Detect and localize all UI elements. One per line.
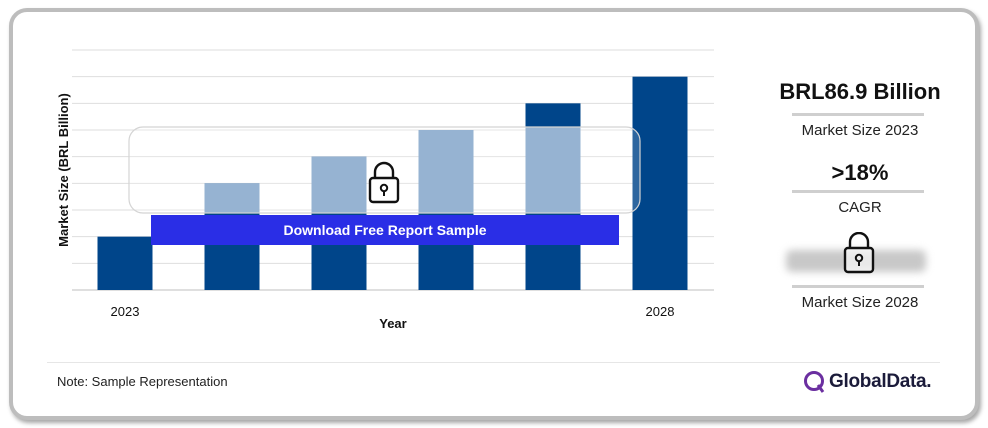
locked-region <box>128 126 641 214</box>
x-tick-label: 2023 <box>111 304 140 319</box>
bar <box>632 76 688 291</box>
kpi-market-size-value: BRL86.9 Billion <box>775 79 945 105</box>
lock-icon <box>843 232 875 274</box>
download-sample-button[interactable] <box>151 215 619 245</box>
bar-2027 <box>525 103 581 290</box>
bar-2023 <box>97 236 153 290</box>
kpi-market-size-label: Market Size 2023 <box>775 122 945 140</box>
future-market-size-label-text: Market Size 2028 <box>801 294 919 311</box>
bar <box>97 236 153 290</box>
download-sample-label[interactable]: Download Free Report Sample <box>283 222 486 238</box>
x-tick-label: 2028 <box>646 304 675 319</box>
cagr-label-text: CAGR <box>838 199 882 216</box>
market-size-value-text: BRL86.9 Billion <box>779 79 941 104</box>
bars <box>97 76 688 291</box>
sample-note: Note: Sample Representation <box>57 374 228 389</box>
bar-locked-segment <box>204 183 260 213</box>
bar-2028 <box>632 76 688 291</box>
cagr-value-text: >18% <box>831 160 889 185</box>
x-axis-title: Year <box>379 316 406 331</box>
kpi-cagr-label: CAGR <box>775 199 945 217</box>
y-axis-title: Market Size (BRL Billion) <box>56 93 71 247</box>
gridlines <box>72 49 714 291</box>
x-tick-labels: 2023 2028 <box>111 304 675 319</box>
brand-name: GlobalData. <box>829 371 932 392</box>
kpi-cagr-value: >18% <box>775 160 945 186</box>
lock-icon <box>368 161 400 204</box>
kpi-divider <box>792 113 924 116</box>
kpi-divider <box>792 190 924 193</box>
bar-locked-segment <box>525 127 581 213</box>
footer-divider <box>47 362 940 363</box>
bar-locked-segment <box>418 130 474 213</box>
kpi-future-label: Market Size 2028 <box>775 294 945 312</box>
globaldata-logo: GlobalData. <box>803 370 932 394</box>
kpi-divider <box>792 285 924 288</box>
bar-2026 <box>418 130 474 290</box>
sample-overlay: Download Free Report Sample <box>128 126 641 245</box>
globaldata-logo-icon <box>804 371 825 393</box>
bar-locked-segment <box>311 156 367 213</box>
market-size-label-text: Market Size 2023 <box>801 122 919 139</box>
